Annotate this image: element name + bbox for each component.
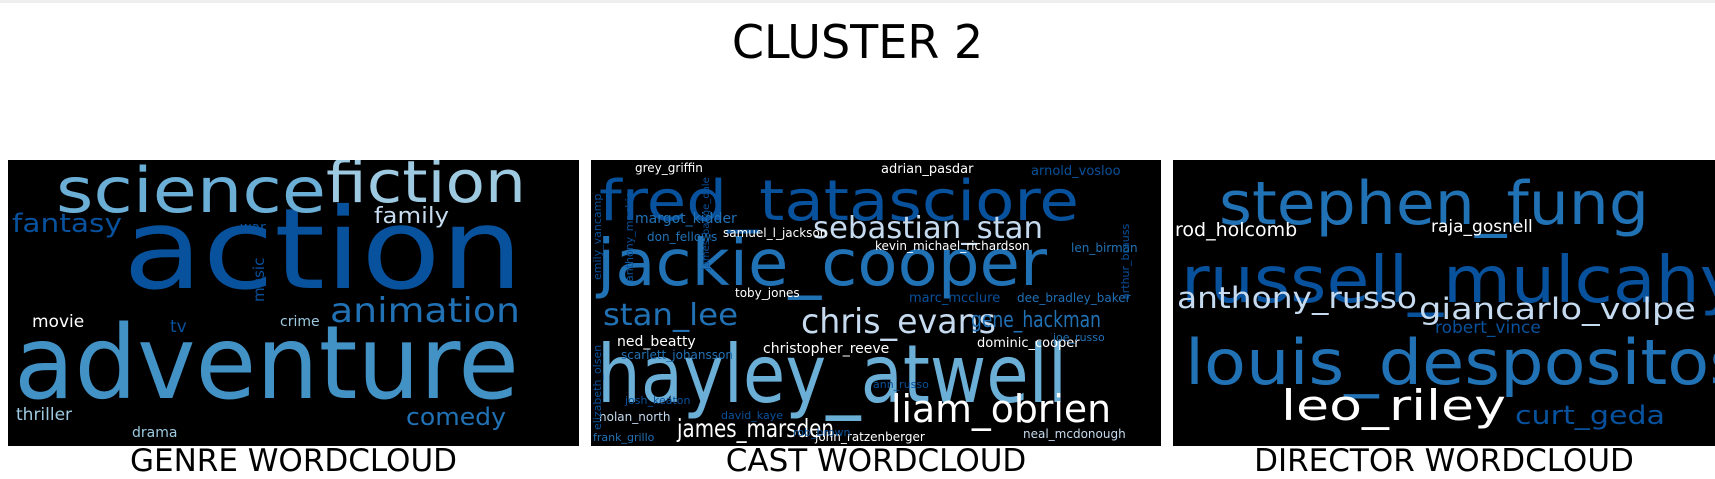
cast-word-len-birman: len_birman <box>1071 241 1138 255</box>
genre-wordcloud: action adventure science fiction animation co… <box>8 160 579 446</box>
genre-word-adventure: adventure <box>14 304 519 423</box>
genre-word-drama: drama <box>132 425 177 441</box>
genre-word-movie: movie <box>32 312 84 332</box>
director-wordcloud-svg: russell_mulcahy louis_despositos stephen_f… <box>1175 169 1715 431</box>
cast-word-gene-hackman: gene_hackman <box>971 308 1101 333</box>
director-word-leo-riley: leo_riley <box>1281 381 1506 430</box>
cast-word-stan-lee: stan_lee <box>603 298 738 333</box>
cast-word-marc-mcclure: marc_mcclure <box>909 291 1000 306</box>
genre-word-war: war <box>240 220 266 236</box>
cast-word-nolan-north: nolan_north <box>599 410 670 424</box>
cast-word-samuel-l-jackson: samuel_l_jackson <box>723 226 827 240</box>
director-word-stephen-fung: stephen_fung <box>1219 169 1649 239</box>
cast-word-adrian-pasdar: adrian_pasdar <box>881 162 974 177</box>
genre-word-fiction: fiction <box>326 160 526 216</box>
cast-word-toby-jones: toby_jones <box>735 286 800 300</box>
genre-word-fantasy: fantasy <box>12 209 122 239</box>
cast-word-elizabeth-olsen: elizabeth_olsen <box>591 345 604 430</box>
cast-word-margot-kidder: margot_kidder <box>635 211 737 227</box>
director-word-curt-geda: curt_geda <box>1515 401 1665 431</box>
cast-word-jackie-cooper: jackie_cooper <box>595 227 1048 301</box>
director-wordcloud: russell_mulcahy louis_despositos stephen_f… <box>1173 160 1715 446</box>
genre-word-comedy: comedy <box>406 403 506 431</box>
cast-word-fred-tatasciore: fred_tatasciore <box>599 169 1079 234</box>
cast-word-chris-evans: chris_evans <box>801 302 996 342</box>
cast-word-hayley-atwell: hayley_atwell <box>597 328 1067 421</box>
cast-word-ned-beatty: ned_beatty <box>617 334 696 350</box>
cast-word-john-ratzenberger: john_ratzenberger <box>814 430 925 444</box>
director-word-anthony-russo: anthony_russo <box>1177 281 1417 315</box>
cast-word-rob-brown: rob_brown <box>793 426 850 439</box>
cast-word-arnold-vosloo: arnold_vosloo <box>1031 164 1121 179</box>
genre-word-animation: animation <box>330 291 520 331</box>
genre-word-crime: crime <box>280 314 320 330</box>
director-word-giancarlo-volpe: giancarlo_volpe <box>1419 292 1696 326</box>
cast-word-josh-keaton: josh_keaton <box>624 394 691 407</box>
genre-wordcloud-caption: GENRE WORDCLOUD <box>129 443 457 479</box>
cast-wordcloud-caption: CAST WORDCLOUD <box>725 443 1027 479</box>
cast-word-sebastian-stan: sebastian_stan <box>813 211 1043 246</box>
cast-word-grey-griffin: grey_griffin <box>635 161 703 175</box>
cast-wordcloud: hayley_atwell jackie_cooper fred_tatascior… <box>591 160 1161 446</box>
cast-word-don-fellows: don_fellows <box>647 230 717 244</box>
figure-title: CLUSTER 2 <box>731 15 984 69</box>
cast-word-james-badge-dale: james_badge_dale <box>701 177 712 271</box>
director-wordcloud-caption: DIRECTOR WORDCLOUD <box>1254 443 1634 479</box>
director-word-raja-gosnell: raja_gosnell <box>1431 217 1533 237</box>
cast-word-ann-russo: ann_russo <box>873 378 929 391</box>
genre-word-science: science <box>56 160 326 227</box>
cast-wordcloud-svg: hayley_atwell jackie_cooperfred_tatascior… <box>591 161 1138 444</box>
cast-word-david-kaye: david_kaye <box>721 409 783 422</box>
cast-word-anthony-mackie: anthony_mackie <box>623 191 636 282</box>
genre-word-thriller: thriller <box>16 405 72 425</box>
cast-word-christopher-reeve: christopher_reeve <box>763 341 889 357</box>
cast-word-frank-grillo: frank_grillo <box>593 431 655 444</box>
director-word-louis-despositos: louis_despositos <box>1185 326 1715 399</box>
director-word-rod-holcomb: rod_holcomb <box>1175 219 1297 241</box>
top-border <box>0 0 1715 3</box>
cast-word-liam-obrien: liam_obrien <box>891 387 1111 431</box>
genre-word-music: music <box>250 258 268 302</box>
genre-word-action: action <box>123 185 523 315</box>
director-word-robert-vince: robert_vince <box>1435 318 1541 338</box>
cast-word-arthur-brauss: arthur_brauss <box>1119 224 1132 300</box>
cast-word-james-marsden: james_marsden <box>676 414 834 443</box>
genre-word-family: family <box>374 204 449 229</box>
cast-word-neal-mcdonough: neal_mcdonough <box>1023 427 1126 441</box>
cast-word-dee-bradley-baker: dee_bradley_baker <box>1017 291 1131 305</box>
genre-word-tv: tv <box>170 317 187 337</box>
cast-word-emily-vancamp: emily_vancamp <box>591 194 604 280</box>
cast-word-scarlett-johansson: scarlett_johansson <box>621 348 733 362</box>
cast-word-dominic-cooper: dominic_cooper <box>977 336 1080 351</box>
cast-word-joe-russo: joe_russo <box>1052 331 1105 344</box>
cast-word-kevin-michael-richardson: kevin_michael_richardson <box>875 239 1030 253</box>
director-word-russell-mulcahy: russell_mulcahy <box>1181 244 1715 318</box>
